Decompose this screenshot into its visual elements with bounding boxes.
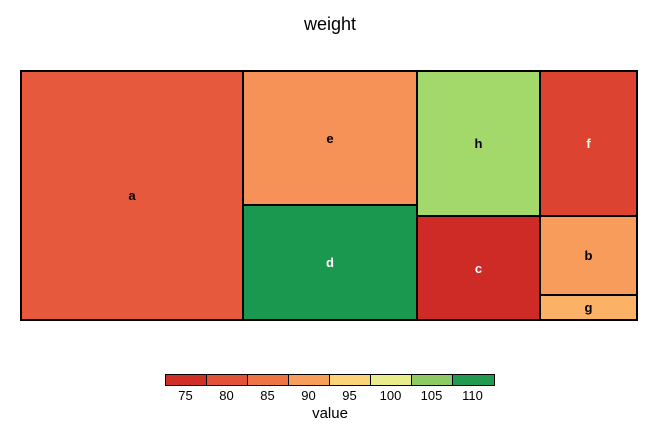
treemap-cell-label: e [326,130,334,146]
legend-tick: 85 [260,388,275,403]
treemap-cell-label: b [584,248,593,263]
legend-color-swatch [330,375,371,385]
legend-color-swatch [248,375,289,385]
treemap-cell-label: c [474,260,483,276]
legend-tick: 95 [342,388,357,403]
treemap-cell-a: a [21,71,243,320]
treemap-cell-d: d [243,205,417,320]
legend-color-swatch [412,375,453,385]
legend-tick: 110 [462,388,483,403]
treemap-cell-b: b [540,216,637,295]
treemap: a e d h f c b g [20,70,638,321]
treemap-cell-e: e [243,71,417,205]
legend-color-swatch [371,375,412,385]
treemap-cell-g: g [540,295,637,320]
color-legend: 75 80 85 90 95 100 105 110 value [165,374,495,422]
treemap-cell-c: c [417,216,540,320]
legend-tick: 105 [420,388,443,403]
treemap-cell-label: d [326,255,334,270]
treemap-cell-h: h [417,71,540,216]
legend-color-swatch [453,375,494,385]
legend-tick: 75 [178,388,193,403]
legend-color-swatch [289,375,330,385]
legend-tick: 80 [219,388,234,403]
legend-color-swatch [166,375,207,385]
treemap-cell-label: a [128,188,136,203]
treemap-cell-label: g [584,300,593,315]
legend-tick: 100 [379,388,402,403]
treemap-cell-f: f [540,71,637,216]
treemap-cell-label: f [586,136,591,151]
legend-tick: 90 [301,388,316,403]
legend-title: value [312,405,348,422]
treemap-cell-label: h [474,136,483,151]
chart-title: weight [303,14,357,34]
legend-tick-labels: 75 80 85 90 95 100 105 110 [165,388,495,403]
legend-color-swatch [207,375,248,385]
legend-colorbar [165,374,495,386]
